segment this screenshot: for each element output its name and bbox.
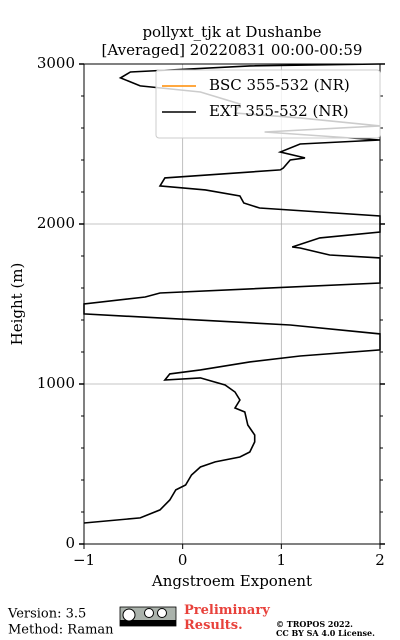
y-tick-label: 3000	[37, 54, 75, 72]
version-text: Version: 3.5	[7, 607, 86, 622]
badge-icon	[157, 608, 167, 618]
badge-icon	[144, 608, 154, 618]
x-tick-label: 0	[178, 551, 188, 569]
legend-label: BSC 355-532 (NR)	[209, 76, 350, 94]
y-tick-label: 0	[65, 534, 75, 552]
status: Preliminary	[184, 603, 270, 618]
y-tick-label: 2000	[37, 214, 75, 232]
legend-box	[155, 69, 381, 139]
license-text: CC BY SA 4.0 License.	[276, 628, 375, 638]
badge-icon	[122, 608, 136, 622]
legend-label: EXT 355-532 (NR)	[209, 102, 349, 120]
method-text: Method: Raman	[8, 623, 114, 638]
y-axis-label: Height (m)	[8, 263, 26, 346]
badge-strip	[120, 620, 176, 626]
copyright-text: © TROPOS 2022.	[276, 619, 353, 629]
chart-subtitle: [Averaged] 20220831 00:00-00:59	[102, 41, 363, 59]
x-tick-label: −1	[73, 551, 95, 569]
status-line: Results.	[184, 618, 243, 633]
x-tick-label: 2	[375, 551, 385, 569]
plot-frame	[83, 63, 381, 545]
status-text: Preliminary Results.	[184, 603, 270, 633]
legend: BSC 355-532 (NR) EXT 355-532 (NR)	[155, 69, 381, 139]
cc-badge	[119, 606, 177, 627]
y-tick-label: 1000	[37, 374, 75, 392]
x-tick-label: 1	[277, 551, 287, 569]
x-axis-label: Angstroem Exponent	[151, 572, 312, 590]
chart-title: pollyxt_tjk at Dushanbe	[142, 23, 321, 41]
